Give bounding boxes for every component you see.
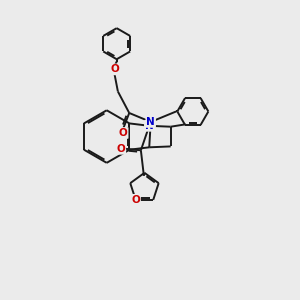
Text: O: O	[110, 64, 119, 74]
Text: O: O	[119, 128, 128, 138]
Text: N: N	[146, 117, 155, 127]
Text: O: O	[131, 195, 140, 205]
Text: O: O	[116, 144, 125, 154]
Text: N: N	[145, 121, 154, 131]
